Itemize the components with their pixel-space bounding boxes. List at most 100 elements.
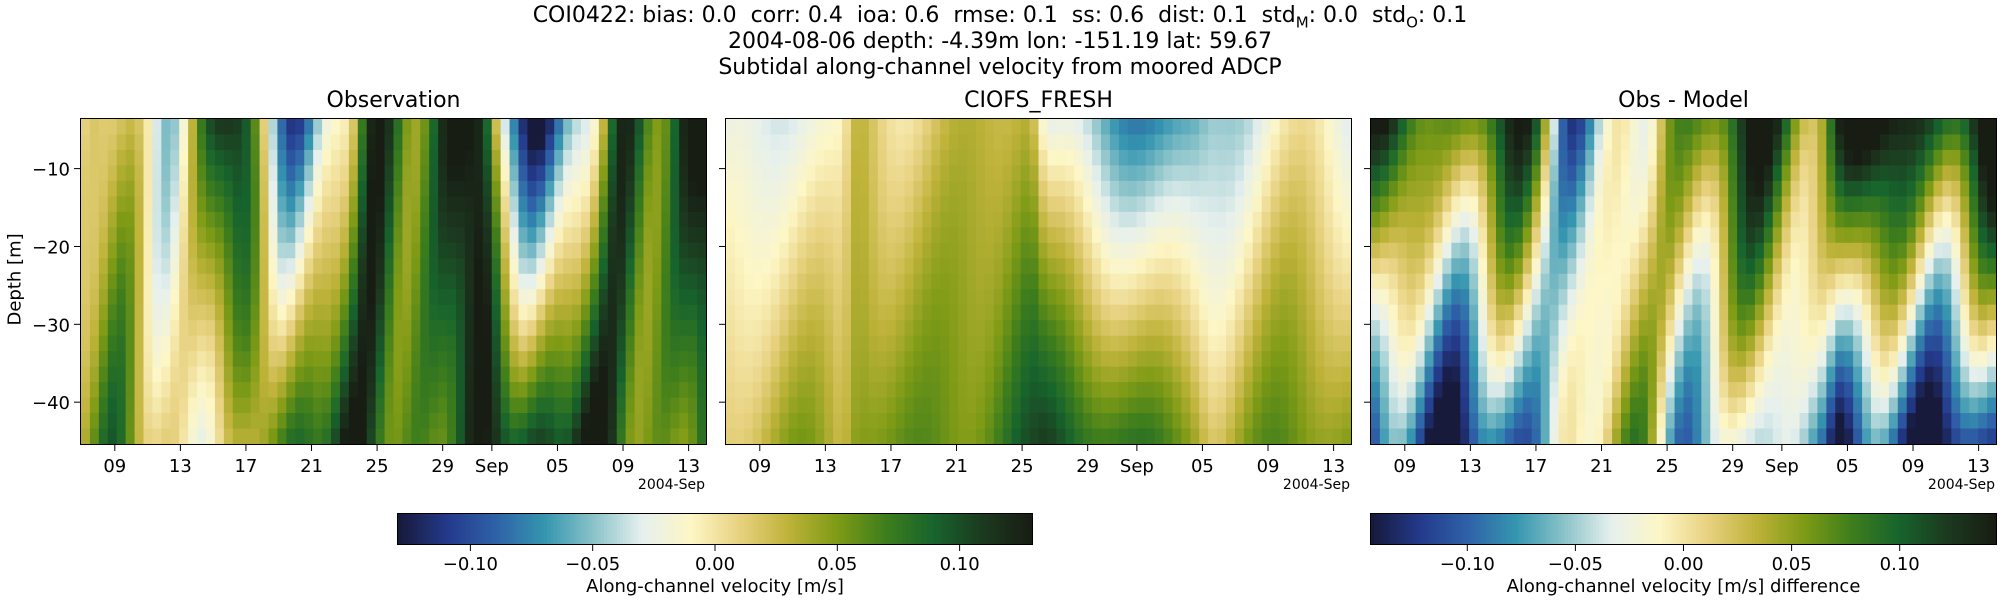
heatmap-cell <box>1549 211 1560 228</box>
heatmap-cell <box>1549 134 1560 151</box>
colorbar-segment <box>927 514 932 544</box>
heatmap-cell <box>268 366 279 383</box>
heatmap-cell <box>161 149 171 167</box>
heatmap-cell <box>1371 273 1381 290</box>
heatmap-cell <box>241 196 252 213</box>
heatmap-cell <box>833 165 843 182</box>
colorbar-segment <box>635 514 640 544</box>
colorbar-segment <box>1780 514 1785 544</box>
heatmap-cell <box>797 196 807 213</box>
heatmap-cell <box>1397 149 1408 167</box>
heatmap-cell <box>1433 382 1444 399</box>
heatmap-cell <box>815 366 825 383</box>
heatmap-cell <box>1513 119 1524 136</box>
heatmap-cell <box>1906 227 1917 244</box>
heatmap-cell <box>1763 242 1774 259</box>
heatmap-cell <box>107 335 118 352</box>
heatmap-cell <box>1674 289 1685 306</box>
heatmap-cell <box>1065 165 1075 182</box>
heatmap-cell <box>1638 304 1649 321</box>
heatmap-cell <box>1478 149 1488 167</box>
heatmap-cell <box>868 149 879 167</box>
heatmap-cell <box>652 413 662 430</box>
heatmap-cell <box>447 397 457 414</box>
heatmap-cell <box>1243 242 1254 259</box>
heatmap-cell <box>1719 428 1729 444</box>
heatmap-cell <box>922 304 932 321</box>
heatmap-cell <box>170 119 180 136</box>
heatmap-cell <box>752 366 763 383</box>
heatmap-cell <box>223 180 234 197</box>
heatmap-cell <box>1020 413 1031 430</box>
heatmap-cell <box>598 382 609 399</box>
heatmap-cell <box>1136 119 1147 136</box>
colorbar-segment <box>632 514 637 544</box>
heatmap-cell <box>1665 366 1676 383</box>
heatmap-cell <box>1190 351 1200 368</box>
heatmap-cell <box>1478 366 1488 383</box>
heatmap-cell <box>1826 397 1836 414</box>
colorbar-segment <box>851 514 856 544</box>
heatmap-cell <box>1406 304 1417 321</box>
heatmap-cell <box>1763 366 1774 383</box>
heatmap-cell <box>456 119 466 136</box>
heatmap-cell <box>1406 289 1417 306</box>
heatmap-cell <box>949 211 959 228</box>
figure-title-location: 2004-08-06 depth: -4.39m lon: -151.19 la… <box>727 29 1273 54</box>
heatmap-cell <box>1665 351 1676 368</box>
heatmap-cell <box>304 397 314 414</box>
heatmap-cell <box>509 119 520 136</box>
heatmap-cell <box>842 289 852 306</box>
heatmap-cell <box>1469 149 1479 167</box>
colorbar-segment <box>1874 514 1878 544</box>
heatmap-cell <box>223 366 234 383</box>
heatmap-cell <box>886 382 897 399</box>
heatmap-cell <box>1504 242 1515 259</box>
heatmap-cell <box>1862 227 1872 244</box>
heatmap-cell <box>1906 413 1917 430</box>
heatmap-cell <box>375 366 386 383</box>
heatmap-model <box>725 118 1352 445</box>
heatmap-cell <box>1145 165 1156 182</box>
heatmap-cell <box>250 258 261 275</box>
heatmap-cell <box>277 273 287 290</box>
heatmap-cell <box>366 134 377 151</box>
heatmap-cell <box>322 273 332 290</box>
heatmap-cell <box>806 227 816 244</box>
heatmap-cell <box>1288 382 1299 399</box>
heatmap-cell <box>1315 413 1325 430</box>
heatmap-cell <box>1790 273 1801 290</box>
heatmap-cell <box>1397 134 1408 151</box>
heatmap-cell <box>1522 227 1533 244</box>
heatmap-cell <box>1594 227 1604 244</box>
heatmap-cell <box>81 227 91 244</box>
heatmap-cell <box>473 335 484 352</box>
heatmap-cell <box>625 242 636 259</box>
heatmap-cell <box>384 335 395 352</box>
heatmap-cell <box>1576 119 1586 136</box>
colorbar-segment <box>531 514 535 544</box>
heatmap-cell <box>1951 273 1961 290</box>
x-tick-label: 09 <box>103 456 126 477</box>
heatmap-cell <box>1987 165 1996 182</box>
heatmap-cell <box>1585 227 1595 244</box>
heatmap-cell <box>1333 180 1343 197</box>
heatmap-cell <box>1603 428 1613 444</box>
heatmap-cell <box>679 397 689 414</box>
heatmap-cell <box>295 366 305 383</box>
heatmap-cell <box>1853 258 1863 275</box>
heatmap-cell <box>1629 258 1640 275</box>
heatmap-cell <box>277 134 287 151</box>
heatmap-cell <box>797 335 807 352</box>
heatmap-cell <box>1978 335 1988 352</box>
heatmap-cell <box>366 149 377 167</box>
heatmap-cell <box>223 304 234 321</box>
heatmap-cell <box>581 165 591 182</box>
colorbar-segment <box>981 514 986 544</box>
heatmap-cell <box>949 149 959 167</box>
heatmap-cell <box>1781 413 1792 430</box>
heatmap-cell <box>1047 320 1057 337</box>
heatmap-cell <box>313 413 323 430</box>
heatmap-cell <box>1665 304 1676 321</box>
heatmap-cell <box>1451 397 1461 414</box>
